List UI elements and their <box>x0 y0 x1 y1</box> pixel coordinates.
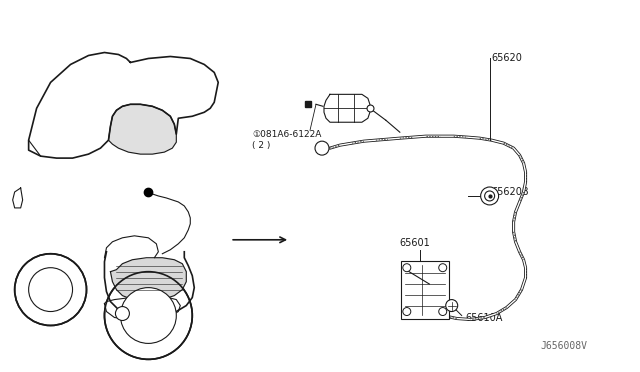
Circle shape <box>403 264 411 272</box>
Text: 65620: 65620 <box>492 52 522 62</box>
Text: 65610A: 65610A <box>466 312 503 323</box>
Text: 65601: 65601 <box>400 238 431 248</box>
Circle shape <box>484 191 495 201</box>
Circle shape <box>15 254 86 326</box>
Circle shape <box>29 268 72 311</box>
Circle shape <box>481 187 499 205</box>
Text: 65620B: 65620B <box>492 187 529 197</box>
Polygon shape <box>13 188 22 208</box>
Polygon shape <box>104 252 195 318</box>
Circle shape <box>445 299 458 311</box>
Polygon shape <box>104 252 195 318</box>
Circle shape <box>120 288 176 343</box>
Circle shape <box>439 264 447 272</box>
Text: ①081A6-6122A
( 2 ): ①081A6-6122A ( 2 ) <box>252 130 321 150</box>
FancyBboxPatch shape <box>401 261 449 318</box>
Polygon shape <box>29 52 218 158</box>
Polygon shape <box>108 104 176 154</box>
Text: J656008V: J656008V <box>540 341 588 352</box>
Polygon shape <box>104 298 180 320</box>
Circle shape <box>403 308 411 315</box>
Circle shape <box>115 307 129 321</box>
Circle shape <box>439 308 447 315</box>
Circle shape <box>104 272 192 359</box>
Polygon shape <box>111 258 186 302</box>
Polygon shape <box>324 94 370 122</box>
Polygon shape <box>104 236 158 258</box>
Circle shape <box>315 141 329 155</box>
